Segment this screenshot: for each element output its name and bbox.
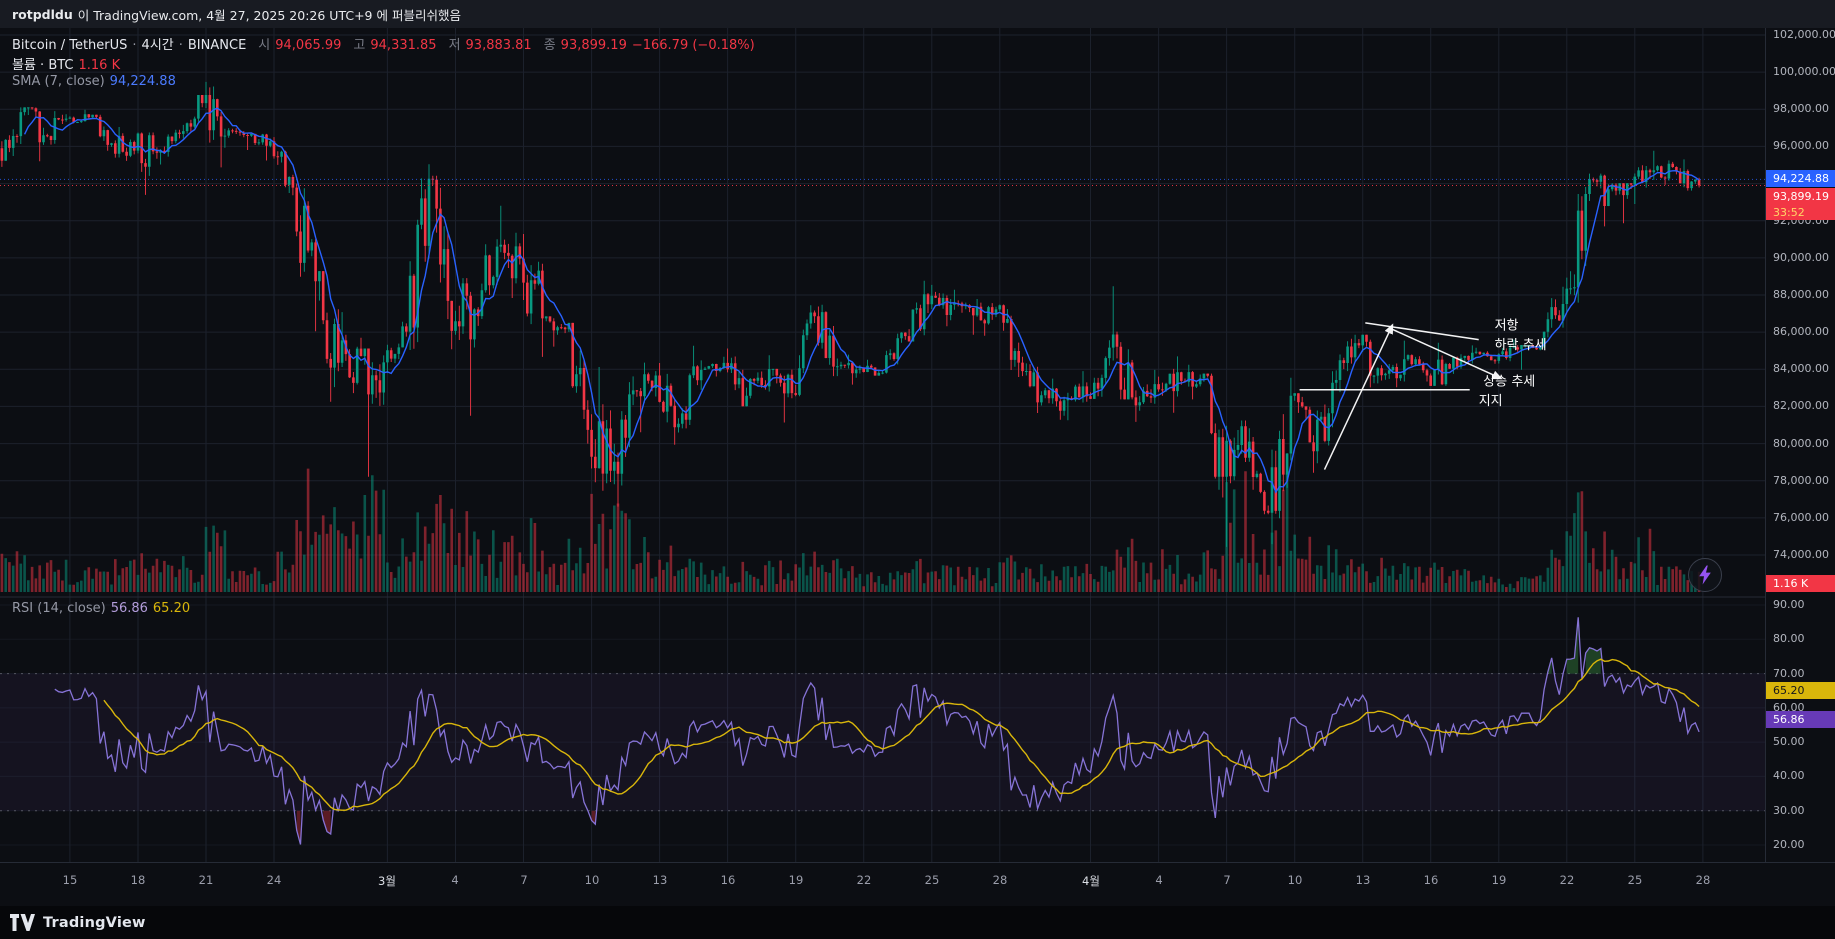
- time-axis-tick: 25: [1627, 873, 1643, 887]
- rsi-ma-line[interactable]: [103, 658, 1700, 811]
- candle-wicks-up: [5, 81, 1696, 547]
- rsi-ma-tag: 65.20: [1766, 682, 1835, 699]
- rsi-label: RSI (14, close): [12, 601, 106, 616]
- time-axis-tick: 7: [1223, 873, 1231, 887]
- price-axis-tick: 74,000.00: [1773, 548, 1829, 561]
- publish-info: 이 TradingView.com, 4월 27, 2025 20:26 UTC…: [77, 7, 461, 23]
- price-axis-tick: 78,000.00: [1773, 474, 1829, 487]
- annotation-resistance-line[interactable]: [1365, 322, 1479, 341]
- price-axis-tick: 102,000.00: [1773, 28, 1835, 41]
- rsi-axis-tick: 50.00: [1773, 735, 1805, 748]
- time-axis-tick: 10: [1287, 873, 1303, 887]
- tradingview-wordmark: TradingView: [43, 914, 146, 931]
- price-axis-tick: 90,000.00: [1773, 251, 1829, 264]
- volume-tag: 1.16 K: [1766, 575, 1835, 592]
- price-axis-tick: 80,000.00: [1773, 437, 1829, 450]
- price-axis-tick: 98,000.00: [1773, 102, 1829, 115]
- rsi-axis-tick: 80.00: [1773, 632, 1805, 645]
- time-axis[interactable]: 15 18 21 24 3월 4 7 10 13 16 19 22 25 28 4월 4 7 10 13 16 19 22…: [0, 862, 1835, 906]
- publish-bar: rotpdldu 이 TradingView.com, 4월 27, 2025 …: [0, 0, 1835, 28]
- rsi-axis-tick: 70.00: [1773, 667, 1805, 680]
- time-axis-tick: 25: [924, 873, 940, 887]
- price-axis-tick: 84,000.00: [1773, 362, 1829, 375]
- time-axis-tick: 4: [1155, 873, 1163, 887]
- annotation-downtrend-line[interactable]: [1389, 327, 1503, 380]
- gridlines: [0, 28, 1765, 862]
- tradingview-logo-icon: [10, 914, 35, 931]
- time-axis-tick: 4: [451, 873, 459, 887]
- price-axis[interactable]: 102,000.00 100,000.00 98,000.00 96,000.00 92…: [1765, 28, 1835, 862]
- rsi-axis-tick: 60.00: [1773, 701, 1805, 714]
- volume-bars-down: [0, 468, 1701, 592]
- rsi-axis-tick: 30.00: [1773, 804, 1805, 817]
- rsi-value: 56.86: [110, 601, 148, 616]
- price-axis-tick: 76,000.00: [1773, 511, 1829, 524]
- price-axis-tick: 86,000.00: [1773, 325, 1829, 338]
- annotation-uptrend-line[interactable]: [1323, 323, 1394, 470]
- time-axis-tick: 19: [1491, 873, 1507, 887]
- rsi-value-tag: 56.86: [1766, 711, 1835, 728]
- publisher-username: rotpdldu: [12, 6, 73, 22]
- rsi-band: [0, 673, 1765, 811]
- time-axis-tick: 7: [520, 873, 528, 887]
- time-axis-tick: 13: [1355, 873, 1371, 887]
- time-axis-tick: 21: [198, 873, 214, 887]
- lightning-icon: [1699, 565, 1711, 585]
- time-axis-tick: 19: [788, 873, 804, 887]
- rsi-oversold-fill: [296, 810, 596, 845]
- footer: TradingView: [0, 906, 1835, 939]
- time-axis-tick: 16: [720, 873, 736, 887]
- time-axis-tick: 22: [1559, 873, 1575, 887]
- rsi-ma-value: 65.20: [152, 601, 191, 616]
- time-axis-tick: 28: [992, 873, 1008, 887]
- price-axis-tick: 82,000.00: [1773, 399, 1829, 412]
- time-axis-tick: 18: [130, 873, 146, 887]
- rsi-axis-tick: 20.00: [1773, 838, 1805, 851]
- last-price-tag: 93,899.19: [1766, 188, 1835, 205]
- time-axis-tick: 15: [62, 873, 78, 887]
- time-axis-tick: 28: [1695, 873, 1711, 887]
- time-axis-month-tick: 4월: [1082, 874, 1100, 888]
- sma-price-tag: 94,224.88: [1766, 170, 1835, 187]
- time-axis-tick: 10: [584, 873, 600, 887]
- bar-countdown-tag: 33:52: [1766, 205, 1835, 220]
- price-axis-tick: 96,000.00: [1773, 139, 1829, 152]
- annotation-label[interactable]: 지지: [1479, 394, 1503, 409]
- time-axis-tick: 22: [856, 873, 872, 887]
- time-axis-tick: 13: [652, 873, 668, 887]
- price-axis-tick: 88,000.00: [1773, 288, 1829, 301]
- time-axis-tick: 24: [266, 873, 282, 887]
- annotation-label[interactable]: 저항: [1495, 319, 1519, 334]
- annotation-label[interactable]: 상승 추세: [1483, 374, 1535, 389]
- time-axis-tick: 16: [1423, 873, 1439, 887]
- time-axis-month-tick: 3월: [378, 874, 396, 888]
- lightning-button[interactable]: [1688, 558, 1722, 592]
- rsi-overbought-fill: [1547, 617, 1601, 674]
- candle-wicks-down: [1, 87, 1700, 515]
- candle-bodies-up: [4, 95, 1697, 513]
- rsi-axis-tick: 90.00: [1773, 598, 1805, 611]
- sma-line[interactable]: [23, 107, 1700, 494]
- annotation-label[interactable]: 하락 추세: [1495, 338, 1547, 353]
- rsi-line[interactable]: [54, 617, 1700, 845]
- candle-bodies-down: [0, 95, 1701, 513]
- rsi-axis-tick: 40.00: [1773, 769, 1805, 782]
- price-axis-tick: 100,000.00: [1773, 65, 1835, 78]
- rsi-legend[interactable]: RSI (14, close) 56.86 65.20: [12, 601, 190, 621]
